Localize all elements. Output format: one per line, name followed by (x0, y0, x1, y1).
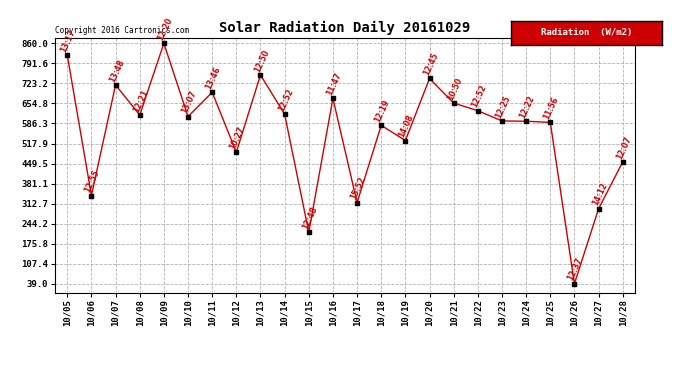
Text: 12:45: 12:45 (422, 51, 440, 77)
Text: 11:47: 11:47 (325, 71, 343, 97)
Point (496, 118, 507, 124)
Point (134, 112, 145, 118)
Point (207, 89, 218, 95)
Text: 13:46: 13:46 (204, 65, 222, 91)
Text: 13:07: 13:07 (180, 89, 198, 115)
Text: 15:52: 15:52 (349, 176, 367, 201)
Text: 12:52: 12:52 (277, 87, 295, 113)
Text: 10:27: 10:27 (228, 125, 246, 151)
Point (351, 200, 363, 206)
Text: 12:50: 12:50 (253, 48, 270, 74)
Point (400, 138, 411, 144)
Text: 12:20: 12:20 (156, 16, 174, 42)
Point (62, 52, 73, 58)
Text: 13:48: 13:48 (108, 58, 126, 84)
Point (375, 122, 386, 128)
Point (110, 82, 121, 88)
Point (544, 119, 555, 125)
Point (472, 108, 483, 114)
Point (327, 95, 338, 101)
Point (520, 118, 531, 124)
Text: 12:19: 12:19 (373, 98, 391, 124)
Point (424, 75, 435, 81)
Text: 13:17: 13:17 (59, 28, 77, 54)
Text: 12:21: 12:21 (132, 88, 150, 114)
Point (569, 281, 580, 287)
Text: 12:07: 12:07 (615, 135, 633, 160)
Point (230, 149, 241, 155)
Text: 12:22: 12:22 (518, 94, 536, 120)
Text: 12:25: 12:25 (494, 94, 512, 120)
Text: 12:37: 12:37 (566, 256, 584, 282)
Point (593, 206, 604, 212)
Text: Radiation  (W/m2): Radiation (W/m2) (541, 28, 632, 38)
Text: 10:50: 10:50 (446, 76, 464, 102)
Point (617, 159, 628, 165)
Text: 12:52: 12:52 (470, 84, 488, 109)
Text: Copyright 2016 Cartronics.com: Copyright 2016 Cartronics.com (55, 26, 189, 35)
Text: 14:08: 14:08 (397, 113, 415, 139)
Point (255, 72, 266, 78)
Text: 14:12: 14:12 (591, 182, 609, 207)
Point (279, 111, 290, 117)
Text: 12:55: 12:55 (83, 169, 101, 194)
Text: 11:56: 11:56 (542, 95, 560, 121)
Point (159, 40, 170, 46)
Point (86, 193, 97, 199)
Title: Solar Radiation Daily 20161029: Solar Radiation Daily 20161029 (219, 21, 471, 35)
Text: 12:48: 12:48 (301, 205, 319, 231)
Point (448, 100, 460, 106)
Point (303, 229, 314, 235)
Point (182, 114, 193, 120)
